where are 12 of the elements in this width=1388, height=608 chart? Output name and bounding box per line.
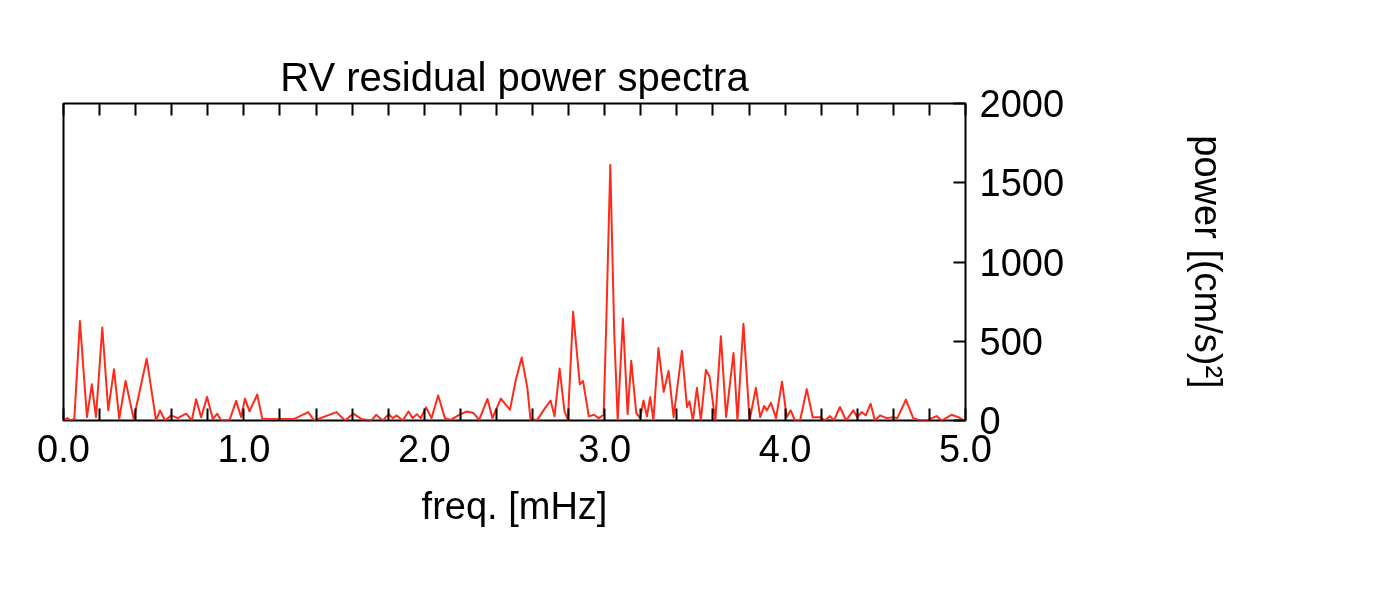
x-tick-label: 4.0	[758, 427, 812, 470]
chart-title: RV residual power spectra	[280, 54, 750, 99]
x-tick-label: 1.0	[217, 427, 271, 470]
x-axis-title: freq. [mHz]	[421, 484, 608, 527]
y-tick-label: 1000	[979, 241, 1065, 284]
y-tick-label: 1500	[979, 162, 1065, 205]
y-axis-title: power [(cm/s)²]	[1187, 135, 1230, 389]
x-tick-label: 0.0	[37, 427, 90, 470]
x-tick-label: 3.0	[578, 427, 632, 470]
y-tick-label: 2000	[979, 83, 1065, 125]
x-tick-label: 2.0	[397, 427, 451, 470]
y-tick-label: 500	[979, 320, 1043, 363]
